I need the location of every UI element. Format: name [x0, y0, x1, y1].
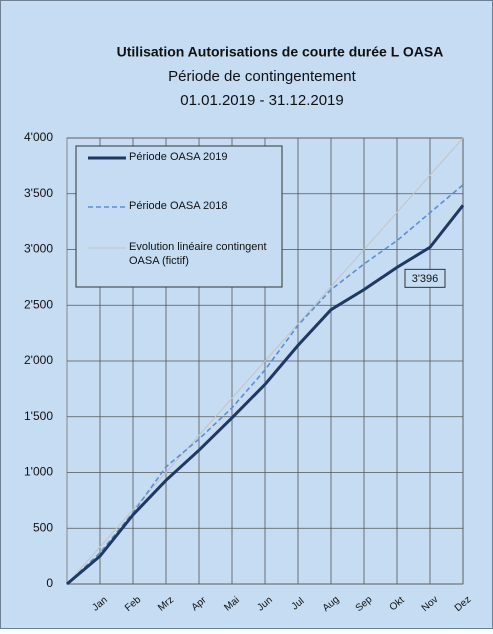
y-tick-label: 1'000 — [24, 465, 53, 479]
legend-label: Période OASA 2018 — [129, 200, 228, 212]
series-line — [66, 184, 464, 585]
series-line — [66, 137, 464, 585]
legend-entry: Période OASA 2019 — [129, 151, 228, 163]
y-tick-label: 0 — [46, 576, 53, 590]
legend-label: Evolution linéaire contingent OASA (fict… — [129, 241, 267, 267]
series-line — [66, 204, 465, 586]
y-tick-label: 3'500 — [24, 186, 53, 200]
y-tick-label: 3'000 — [24, 242, 53, 256]
data-label: 3'396 — [412, 273, 439, 285]
chart-subtitle: Période de contingentement — [168, 68, 356, 85]
legend-label: Période OASA 2019 — [129, 151, 228, 163]
chart-title: Utilisation Autorisations de courte duré… — [117, 44, 444, 60]
y-tick-label: 500 — [33, 520, 53, 534]
y-tick-label: 2'500 — [24, 297, 53, 311]
y-tick-label: 1'500 — [24, 409, 53, 423]
y-tick-label: 4'000 — [24, 130, 53, 144]
legend-entry: Evolution linéaire contingent OASA (fict… — [129, 241, 267, 267]
chart-subtitle: 01.01.2019 - 31.12.2019 — [180, 92, 343, 109]
legend-box — [75, 145, 283, 288]
data-label-box — [404, 268, 446, 288]
legend-entry: Période OASA 2018 — [129, 200, 228, 212]
y-tick-label: 2'000 — [24, 353, 53, 367]
